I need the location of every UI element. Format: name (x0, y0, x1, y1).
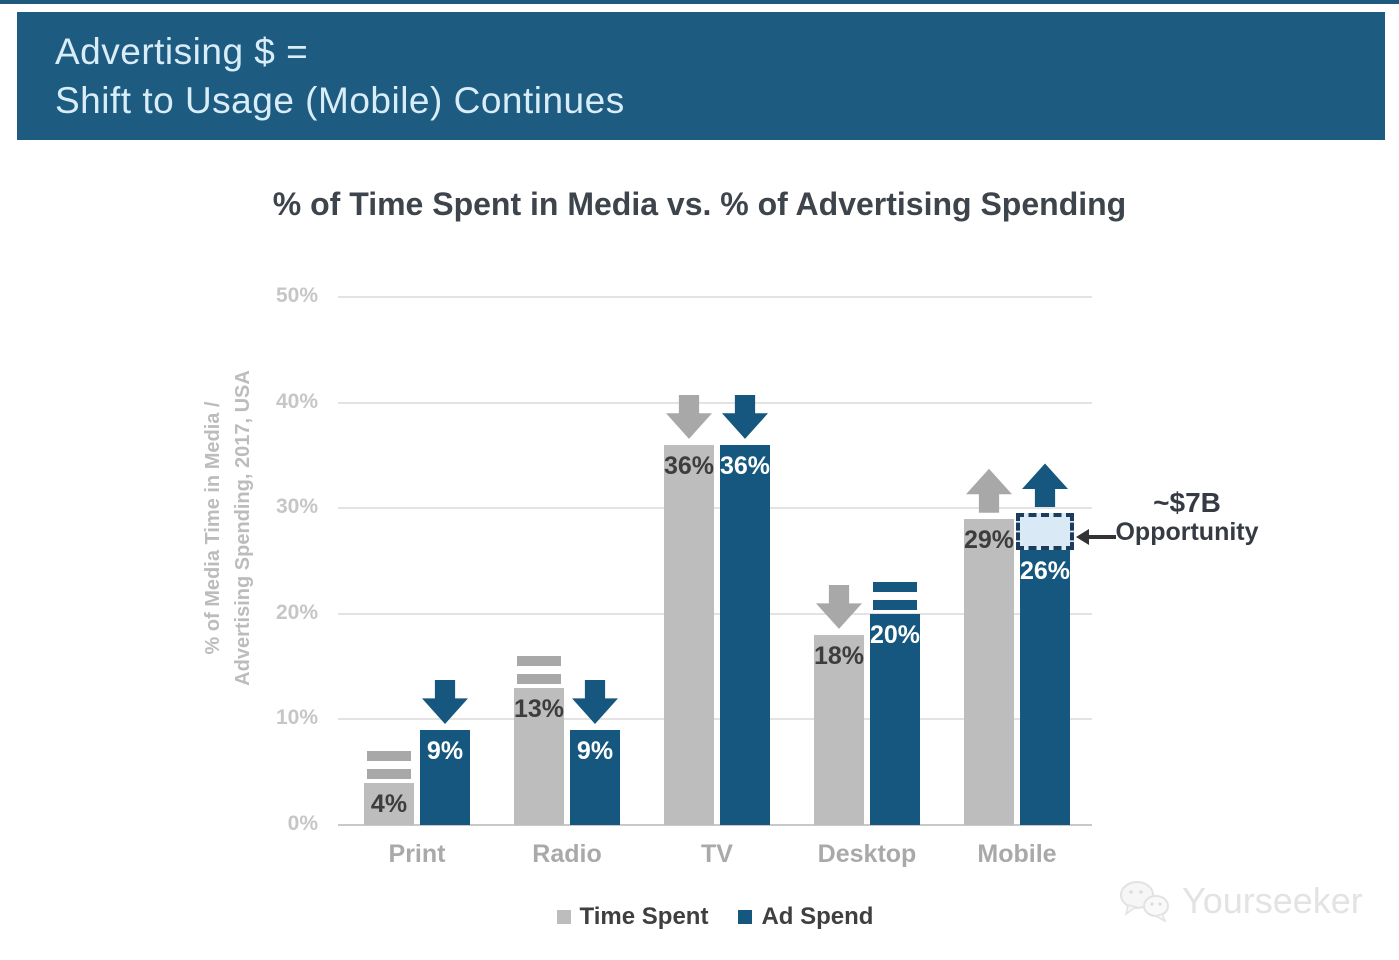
bar-ad-spend-desktop (870, 613, 920, 825)
chat-bubbles-icon (1120, 881, 1169, 923)
y-tick-label: 10% (275, 706, 318, 730)
opportunity-value: ~$7B (1153, 487, 1221, 518)
bar-time-spent-radio (514, 687, 564, 825)
header-title-line2: Shift to Usage (Mobile) Continues (55, 79, 625, 121)
trend-up-icon (966, 468, 1012, 513)
trend-flat-icon (517, 655, 561, 684)
trend-down-icon (572, 679, 618, 724)
header-title-line1: Advertising $ = (55, 31, 309, 72)
bar-value-label: 4% (370, 789, 408, 818)
watermark: Yourseeker (1116, 876, 1363, 926)
bar-value-label: 36% (664, 451, 715, 480)
gridline (338, 718, 1092, 721)
bar-value-label: 20% (870, 620, 921, 649)
header-banner: Advertising $ = Shift to Usage (Mobile) … (17, 12, 1385, 140)
x-axis-label-desktop: Desktop (817, 840, 917, 868)
bar-value-label: 36% (720, 451, 771, 480)
bar-ad-spend-tv (720, 444, 770, 825)
chart-title: % of Time Spent in Media vs. % of Advert… (272, 186, 1127, 222)
legend-item-ad-spend: Ad Spend (738, 903, 873, 931)
trend-down-icon (422, 679, 468, 724)
opportunity-label: Opportunity (1115, 518, 1259, 547)
legend: Time Spent Ad Spend (338, 903, 1092, 931)
bar-value-label: 18% (814, 641, 865, 670)
y-axis-label-line1: % of Media Time in Media / (202, 401, 224, 655)
x-axis-label-radio: Radio (532, 840, 602, 868)
bar-value-label: 26% (1020, 557, 1071, 586)
trend-up-icon (1022, 463, 1068, 508)
x-axis-label-print: Print (388, 840, 446, 868)
bar-time-spent-print (364, 782, 414, 825)
bar-value-label: 9% (426, 736, 464, 765)
left-arrow-icon (1076, 529, 1116, 545)
bar-ad-spend-mobile (1020, 550, 1070, 825)
y-tick-label: 30% (275, 495, 318, 519)
bar-time-spent-mobile (964, 518, 1014, 825)
x-axis-label-mobile: Mobile (977, 840, 1057, 868)
bar-ad-spend-radio (570, 729, 620, 825)
gridline (338, 296, 1092, 298)
gridline (338, 401, 1092, 404)
trend-down-icon (816, 584, 862, 629)
y-axis-label-line2: Advertising Spending, 2017, USA (232, 370, 254, 686)
top-border (0, 0, 1399, 4)
y-tick-label: 20% (275, 600, 318, 624)
y-tick-label: 50% (275, 284, 318, 307)
gridline (338, 612, 1092, 615)
y-tick-label: 0% (287, 812, 318, 835)
y-axis-label: % of Media Time in Media / Advertising S… (198, 370, 258, 686)
bar-ad-spend-print (420, 729, 470, 825)
legend-label: Ad Spend (761, 903, 874, 930)
y-tick-label: 40% (275, 389, 318, 413)
trend-flat-icon (367, 750, 411, 779)
gridline (338, 824, 1092, 826)
opportunity-annotation: ~$7B Opportunity (1108, 487, 1266, 546)
legend-label: Time Spent (579, 903, 709, 930)
watermark-text: Yourseeker (1182, 880, 1363, 921)
bar-value-label: 9% (576, 736, 614, 765)
opportunity-box (1016, 513, 1074, 551)
legend-item-time-spent: Time Spent (556, 903, 709, 931)
bar-time-spent-tv (664, 444, 714, 825)
bar-time-spent-desktop (814, 634, 864, 825)
bar-value-label: 13% (514, 694, 565, 723)
gridline (338, 507, 1092, 510)
bar-value-label: 29% (964, 525, 1015, 554)
legend-swatch (738, 910, 753, 924)
legend-swatch (556, 910, 571, 924)
x-axis-label-tv: TV (701, 840, 733, 868)
trend-flat-icon (873, 581, 917, 610)
